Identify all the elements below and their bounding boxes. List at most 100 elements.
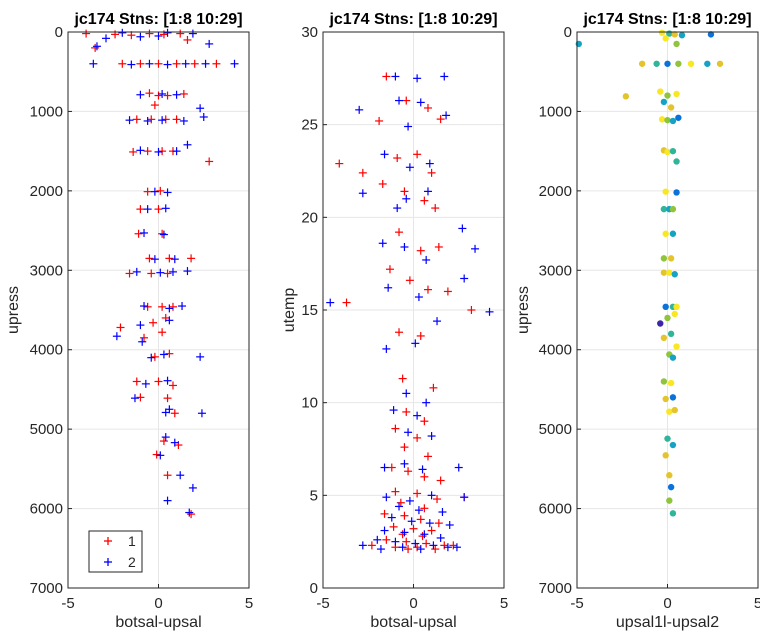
- y-tick-label: 1000: [539, 103, 572, 120]
- panel-2-ylabel: utemp: [281, 288, 298, 333]
- x-tick-label: 0: [663, 595, 671, 612]
- scatter-point: [664, 435, 671, 442]
- series-1-point: [149, 318, 158, 327]
- scatter-point: [669, 230, 677, 237]
- series-2-point: [163, 496, 172, 505]
- series-2-point: [130, 394, 139, 403]
- series-1-point: [400, 511, 409, 520]
- scatter-point: [667, 255, 675, 262]
- series-2-point: [156, 451, 165, 460]
- scatter-point: [664, 314, 671, 322]
- series-1-point: [405, 276, 414, 285]
- series-2-point: [382, 493, 391, 502]
- series-1-point: [136, 59, 145, 68]
- series-2-point: [132, 267, 141, 276]
- series-1-point: [413, 543, 422, 552]
- scatter-point: [675, 114, 682, 121]
- series-1-point: [127, 31, 136, 40]
- scatter-point: [664, 60, 671, 67]
- series-2-point: [358, 541, 367, 550]
- panel-1-marks: [82, 28, 239, 519]
- series-2-point: [136, 146, 145, 155]
- panel-2-xlabel: botsal-upsal: [370, 614, 456, 631]
- series-2-point: [411, 539, 420, 548]
- series-1-point: [82, 29, 91, 38]
- series-2-point: [373, 535, 382, 544]
- scatter-point: [666, 497, 673, 504]
- y-tick-label: 7000: [30, 580, 63, 597]
- series-2-point: [425, 519, 434, 528]
- series-1-point: [158, 302, 167, 311]
- series-2-point: [454, 463, 463, 472]
- series-1-point: [413, 489, 422, 498]
- panel-3-ticks: -5 0 5 0 1000 2000 3000 4000 5000 6000 7000: [539, 24, 760, 612]
- series-2-point: [197, 409, 206, 418]
- series-1-point: [443, 287, 452, 296]
- series-2-point: [460, 493, 469, 502]
- series-1-point: [172, 59, 181, 68]
- x-tick-label: -5: [570, 595, 583, 612]
- scatter-point: [662, 230, 669, 237]
- series-2-point: [196, 352, 205, 361]
- panel-3-ylabel: upress: [515, 286, 532, 334]
- series-1-point: [398, 374, 407, 383]
- series-2-point: [427, 491, 436, 500]
- scatter-point: [660, 269, 668, 276]
- series-2-point: [205, 39, 214, 48]
- series-2-point: [185, 508, 194, 517]
- series-2-point: [140, 302, 149, 311]
- series-2-point: [398, 543, 407, 552]
- series-1-point: [205, 157, 214, 166]
- series-1-point: [416, 246, 425, 255]
- series-1-point: [129, 147, 138, 156]
- series-1-point: [423, 285, 432, 294]
- series-2-point: [181, 59, 190, 68]
- series-2-point: [400, 242, 409, 251]
- series-2-point: [416, 98, 425, 107]
- scatter-point: [664, 92, 671, 99]
- series-1-point: [187, 254, 196, 263]
- series-2-point: [158, 89, 167, 98]
- series-1-point: [118, 59, 127, 68]
- series-1-point: [391, 424, 400, 433]
- panel-2-marks: [326, 72, 494, 554]
- series-1-point: [413, 433, 422, 442]
- series-1-point: [427, 168, 436, 177]
- series-2-point: [140, 228, 149, 237]
- series-2-point: [414, 293, 423, 302]
- series-2-point: [452, 543, 461, 552]
- series-1-point: [342, 298, 351, 307]
- scatter-point: [671, 271, 678, 278]
- x-tick-label: -5: [316, 595, 329, 612]
- scatter-point: [669, 510, 677, 517]
- scatter-point: [660, 378, 668, 385]
- series-2-point: [405, 496, 414, 505]
- series-2-point: [414, 506, 423, 515]
- series-1-point: [418, 532, 427, 541]
- series-2-point: [425, 159, 434, 168]
- series-1-point: [91, 43, 100, 52]
- y-tick-label: 0: [564, 24, 572, 41]
- scatter-point: [704, 60, 711, 67]
- series-2-point: [170, 255, 179, 264]
- scatter-point: [667, 483, 675, 491]
- panel-3-title: jc174 Stns: [1:8 10:29]: [582, 11, 751, 28]
- scatter-point: [660, 98, 668, 106]
- series-2-point: [433, 317, 442, 326]
- series-2-point: [378, 239, 387, 248]
- scatter-point: [660, 205, 668, 213]
- panel-3-marks: [575, 29, 724, 517]
- series-1-point: [163, 269, 172, 278]
- series-2-point: [404, 428, 413, 437]
- series-1-point: [431, 204, 440, 213]
- series-2-point: [380, 463, 389, 472]
- scatter-point: [662, 303, 669, 311]
- series-1-point: [380, 509, 389, 518]
- scatter-point: [675, 60, 682, 67]
- scatter-point: [667, 104, 675, 111]
- scatter-point: [669, 441, 677, 449]
- scatter-point: [669, 205, 677, 213]
- scatter-point: [660, 255, 668, 262]
- series-1-point: [391, 487, 400, 496]
- series-2-point: [442, 111, 451, 120]
